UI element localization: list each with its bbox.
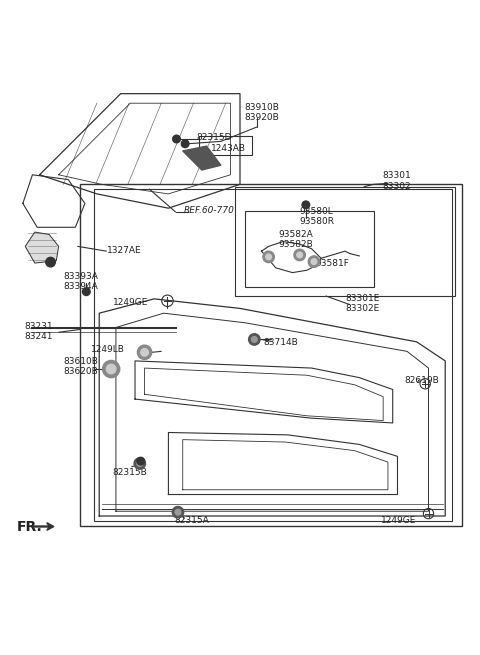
Text: 83714B: 83714B [263, 338, 298, 346]
Circle shape [107, 364, 116, 374]
Circle shape [103, 360, 120, 378]
Circle shape [266, 254, 272, 260]
Text: 83393A
83394A: 83393A 83394A [63, 272, 98, 291]
Polygon shape [183, 146, 221, 170]
Circle shape [302, 201, 310, 209]
Text: 1249LB: 1249LB [91, 345, 124, 354]
Text: 83610B
83620B: 83610B 83620B [63, 357, 98, 377]
Text: 83301E
83302E: 83301E 83302E [345, 294, 379, 313]
Circle shape [46, 257, 55, 267]
Bar [80, 184, 462, 525]
Text: 93580L
93580R: 93580L 93580R [300, 207, 335, 227]
Text: REF.60-770: REF.60-770 [184, 206, 235, 215]
Bar [235, 187, 455, 297]
Circle shape [297, 252, 302, 258]
Circle shape [263, 251, 275, 263]
Circle shape [175, 510, 181, 515]
Text: 82315D: 82315D [196, 133, 231, 142]
Bar [245, 210, 373, 287]
Circle shape [249, 333, 260, 345]
Circle shape [137, 345, 152, 360]
Circle shape [137, 460, 143, 466]
Text: 93582A
93582B: 93582A 93582B [278, 229, 313, 249]
Text: 82315A: 82315A [174, 515, 209, 525]
Circle shape [141, 348, 148, 356]
Text: 83910B
83920B: 83910B 83920B [245, 103, 280, 122]
Text: 93581F: 93581F [315, 259, 349, 268]
Circle shape [83, 288, 90, 295]
Text: 1327AE: 1327AE [108, 246, 142, 255]
Text: 1249GE: 1249GE [381, 515, 417, 525]
Circle shape [172, 506, 184, 518]
Text: FR.: FR. [17, 519, 42, 534]
Circle shape [134, 458, 145, 469]
Text: 82619B: 82619B [405, 377, 439, 385]
Polygon shape [25, 232, 59, 263]
Circle shape [173, 135, 180, 143]
Bar [95, 189, 452, 521]
Text: 1249GE: 1249GE [112, 298, 148, 307]
Text: 83231
83241: 83231 83241 [24, 322, 53, 341]
Circle shape [137, 457, 144, 465]
Circle shape [252, 337, 257, 343]
Text: 1243AB: 1243AB [211, 144, 246, 153]
Circle shape [308, 256, 320, 267]
Circle shape [181, 140, 189, 147]
Bar [199, 136, 252, 155]
Text: 83301
83302: 83301 83302 [382, 172, 411, 191]
Circle shape [294, 250, 305, 261]
Text: 82315B: 82315B [112, 468, 147, 477]
Polygon shape [33, 523, 54, 531]
Circle shape [311, 259, 317, 265]
